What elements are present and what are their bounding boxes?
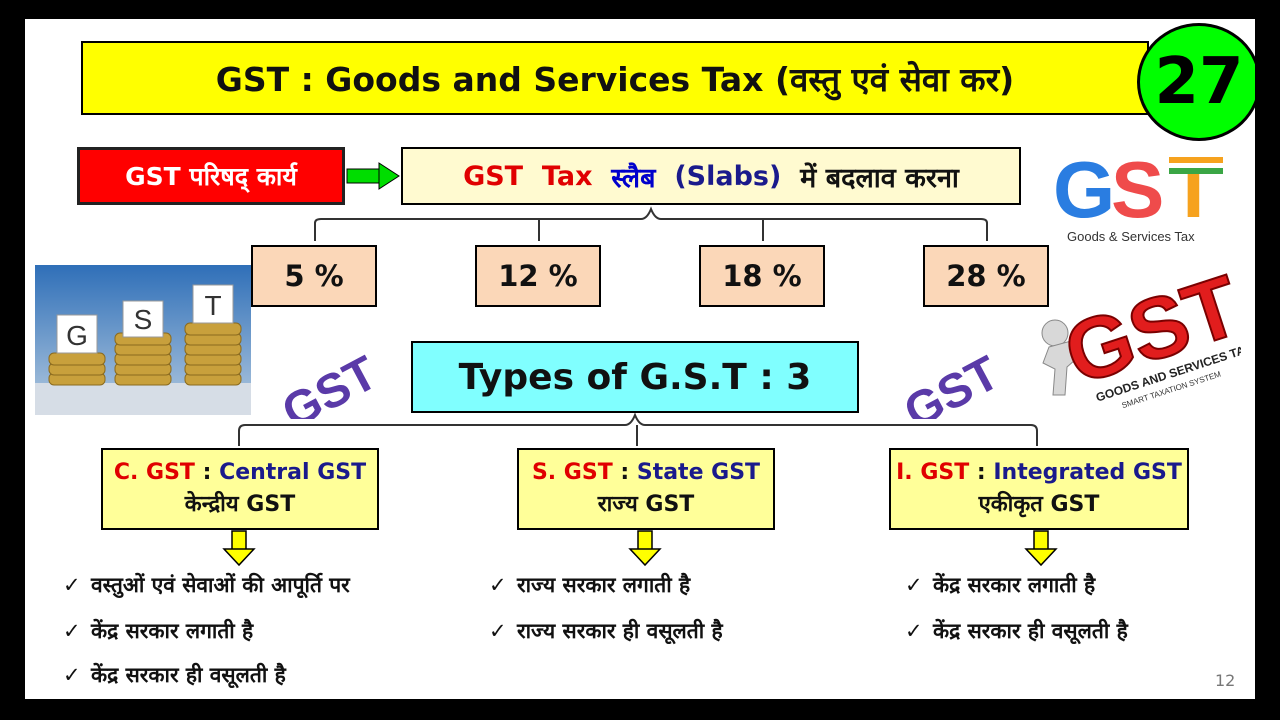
gst-badge-logo: GST GOODS AND SERVICES TAX SMART TAXATIO…: [1041, 256, 1241, 410]
green-arrow-icon: [346, 162, 400, 190]
check-icon: ✓: [905, 619, 923, 643]
igst-title: I. GST : Integrated GST: [896, 460, 1182, 486]
gst-logo: G S T Goods & Services Tax: [1053, 145, 1223, 244]
sgst-name: State GST: [636, 460, 761, 486]
sgst-title: S. GST : State GST: [531, 460, 761, 486]
slide-title: GST : Goods and Services Tax (वस्तु एवं …: [81, 41, 1149, 115]
igst-hindi: एकीकृत GST: [978, 492, 1100, 517]
coin-letter-g: G: [66, 320, 88, 351]
check-icon: ✓: [63, 619, 81, 643]
slab-18-percent: 18 %: [699, 245, 825, 307]
sgst-point-2: ✓ राज्य सरकार ही वसूलती है: [489, 619, 723, 643]
check-icon: ✓: [63, 573, 81, 597]
page-number: 12: [1215, 671, 1236, 690]
gst-tilted-watermark: GST: [896, 346, 1003, 419]
igst-abbr: I. GST: [896, 460, 970, 486]
svg-text:GST: GST: [274, 346, 381, 419]
igst-box: I. GST : Integrated GST एकीकृत GST: [889, 448, 1189, 530]
cgst-box: C. GST : Central GST केन्द्रीय GST: [101, 448, 379, 530]
slab-heading: GST Tax स्लैब (Slabs) में बदलाव करना: [401, 147, 1021, 205]
slab-5-percent: 5 %: [251, 245, 377, 307]
igst-name: Integrated GST: [993, 460, 1182, 486]
slab-heading-gst: GST: [463, 160, 524, 192]
yellow-down-arrow-icon: [1024, 530, 1058, 567]
slab-28-percent: 28 %: [923, 245, 1049, 307]
check-icon: ✓: [905, 573, 923, 597]
yellow-down-arrow-icon: [222, 530, 256, 567]
slab-heading-tax: Tax: [541, 160, 593, 192]
sgst-point-1: ✓ राज्य सरकार लगाती है: [489, 573, 691, 597]
gst-logo-s: S: [1111, 145, 1164, 234]
cgst-point-1: ✓ वस्तुओं एवं सेवाओं की आपूर्ति पर: [63, 573, 350, 597]
sgst-box: S. GST : State GST राज्य GST: [517, 448, 775, 530]
slab-heading-change: में बदलाव करना: [800, 162, 959, 194]
svg-text:GST: GST: [896, 346, 1003, 419]
sgst-hindi: राज्य GST: [597, 492, 695, 517]
cgst-point-3: ✓ केंद्र सरकार ही वसूलती है: [63, 663, 286, 687]
cgst-title: C. GST : Central GST: [113, 460, 367, 486]
yellow-down-arrow-icon: [628, 530, 662, 567]
slab-heading-slab-hindi: स्लैब: [611, 162, 656, 194]
episode-number-badge: 27: [1137, 23, 1255, 141]
coin-letter-s: S: [134, 304, 153, 335]
check-icon: ✓: [63, 663, 81, 687]
igst-point-2: ✓ केंद्र सरकार ही वसूलती है: [905, 619, 1128, 643]
cgst-hindi: केन्द्रीय GST: [184, 492, 296, 517]
cgst-abbr: C. GST: [113, 460, 195, 486]
cgst-name: Central GST: [219, 460, 367, 486]
gst-tilted-watermark: GST: [274, 346, 381, 419]
cgst-point-2: ✓ केंद्र सरकार लगाती है: [63, 619, 254, 643]
slide: GST : Goods and Services Tax (वस्तु एवं …: [22, 16, 1258, 702]
gst-council-label: GST परिषद् कार्य: [77, 147, 345, 205]
slab-12-percent: 12 %: [475, 245, 601, 307]
person-pushing-icon: [1041, 319, 1084, 396]
coin-letter-t: T: [204, 290, 221, 321]
igst-point-1: ✓ केंद्र सरकार लगाती है: [905, 573, 1096, 597]
connector-lines: [222, 162, 1058, 567]
sgst-abbr: S. GST: [531, 460, 613, 486]
gst-logo-g: G: [1053, 145, 1115, 234]
check-icon: ✓: [489, 573, 507, 597]
check-icon: ✓: [489, 619, 507, 643]
coins-gst-image: G S T: [35, 265, 251, 415]
types-heading: Types of G.S.T : 3: [411, 341, 859, 413]
slab-heading-slabs: (Slabs): [674, 160, 782, 192]
gst-logo-caption: Goods & Services Tax: [1067, 229, 1195, 244]
